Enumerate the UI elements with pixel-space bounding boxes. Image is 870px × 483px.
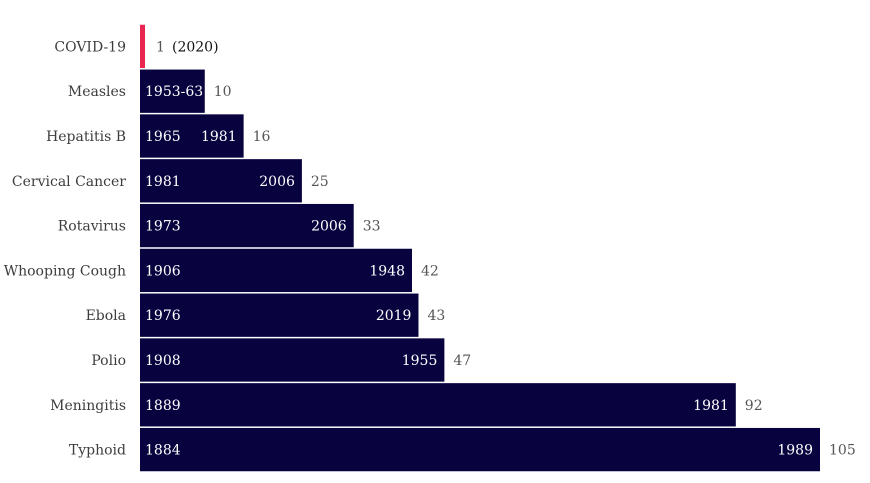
category-label: Rotavirus [58,219,126,235]
start-year-label: 1981 [145,174,181,190]
end-year-label: 2019 [376,308,412,324]
start-year-label: 1965 [145,129,181,145]
start-year-label: 1953-63 [145,84,203,100]
bar [140,338,445,382]
bar [140,427,820,472]
end-year-label: 1955 [402,353,438,369]
value-label: 105 [829,443,856,459]
end-year-label: 1981 [693,398,729,414]
bar [140,293,419,337]
value-label: 92 [745,398,763,414]
category-label: Typhoid [69,443,126,459]
end-year-label: 1981 [201,129,237,145]
value-label: 10 [214,84,232,100]
value-label: 16 [253,129,271,145]
start-year-label: 1908 [145,353,181,369]
chart-rows: COVID-19 1 (2020) Measles 1953-63 10 Hepatitis… [4,24,856,472]
end-year-label: 1989 [777,443,813,459]
start-year-label: 1889 [145,398,181,414]
category-label: COVID-19 [54,39,126,55]
start-year-label: 1976 [145,308,181,324]
value-label: 42 [421,263,439,279]
value-label: 47 [453,353,471,369]
value-label: 43 [427,308,445,324]
value-label: 33 [363,219,381,235]
value-label: 25 [311,174,329,190]
category-label: Whooping Cough [4,263,126,279]
end-year-label: 2006 [311,219,347,235]
end-year-label: 2006 [259,174,295,190]
bar [140,114,244,158]
category-label: Polio [91,353,126,369]
end-year-label: 1948 [369,263,405,279]
category-label: Cervical Cancer [12,174,126,190]
bar [140,159,302,203]
bar [140,248,412,293]
bar [140,24,145,69]
category-label: Meningitis [50,398,126,414]
value-label: 1 [156,39,165,55]
category-label: Ebola [86,308,126,324]
start-year-label: 1906 [145,263,181,279]
bar [140,69,205,113]
bar [140,203,354,248]
annotation-label: (2020) [172,39,219,55]
start-year-label: 1884 [145,443,181,459]
start-year-label: 1973 [145,219,181,235]
category-label: Hepatitis B [46,129,126,145]
category-label: Measles [68,84,126,100]
bar [140,383,736,427]
